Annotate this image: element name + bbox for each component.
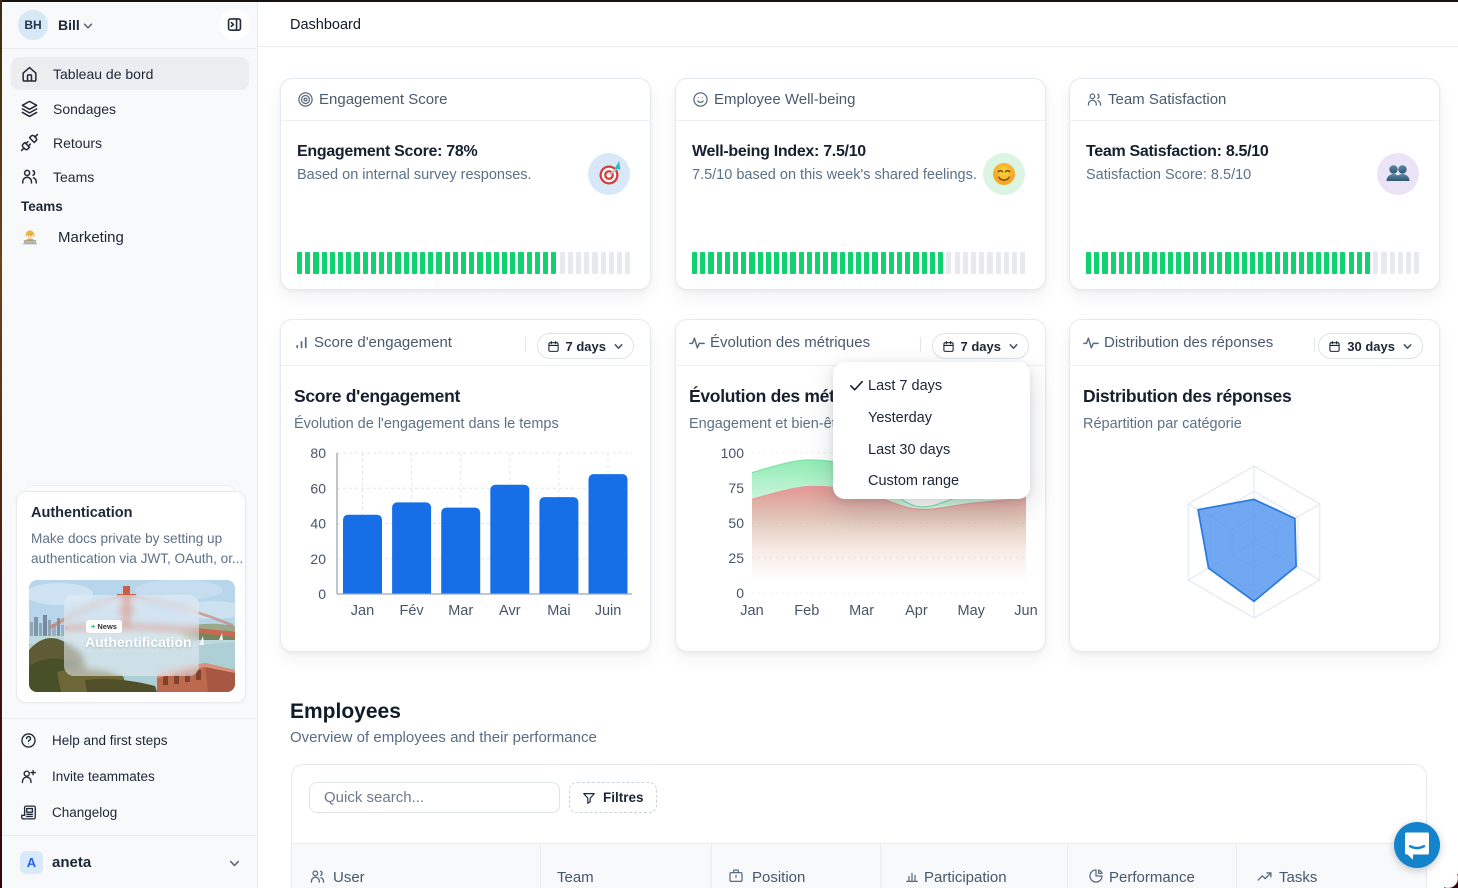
svg-text:Jan: Jan xyxy=(740,603,763,619)
svg-text:Feb: Feb xyxy=(794,603,819,619)
svg-text:Mar: Mar xyxy=(448,603,473,619)
svg-text:Fév: Fév xyxy=(400,603,425,619)
svg-text:Jan: Jan xyxy=(351,603,374,619)
svg-text:75: 75 xyxy=(728,480,744,496)
svg-text:0: 0 xyxy=(318,586,326,602)
svg-text:Mar: Mar xyxy=(849,603,874,619)
svg-text:50: 50 xyxy=(728,515,744,531)
svg-text:20: 20 xyxy=(310,551,326,567)
svg-text:Juin: Juin xyxy=(595,603,622,619)
svg-text:May: May xyxy=(957,603,985,619)
svg-text:100: 100 xyxy=(721,445,745,461)
svg-text:60: 60 xyxy=(310,480,326,496)
svg-text:40: 40 xyxy=(310,516,326,532)
svg-text:0: 0 xyxy=(736,585,744,601)
svg-text:80: 80 xyxy=(310,445,326,461)
svg-text:Mai: Mai xyxy=(547,603,570,619)
svg-text:Jun: Jun xyxy=(1014,603,1037,619)
svg-text:25: 25 xyxy=(728,550,744,566)
svg-text:Avr: Avr xyxy=(499,603,521,619)
svg-text:Apr: Apr xyxy=(905,603,928,619)
